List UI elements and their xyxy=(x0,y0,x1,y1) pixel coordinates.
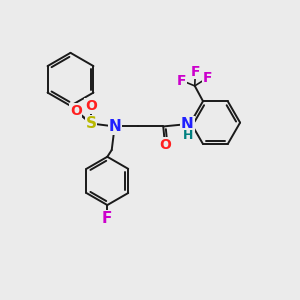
Text: N: N xyxy=(108,119,121,134)
Text: O: O xyxy=(85,99,97,113)
Text: F: F xyxy=(190,65,200,79)
Text: N: N xyxy=(181,117,194,132)
Text: H: H xyxy=(183,129,193,142)
Text: O: O xyxy=(159,138,171,152)
Text: O: O xyxy=(70,104,82,118)
Text: F: F xyxy=(203,70,212,85)
Text: S: S xyxy=(85,116,97,131)
Text: F: F xyxy=(102,211,112,226)
Text: F: F xyxy=(177,74,187,88)
